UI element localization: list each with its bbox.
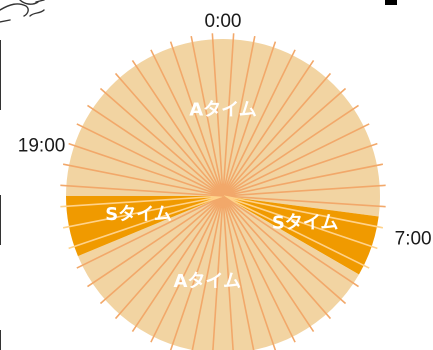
pie-spoke xyxy=(169,195,224,350)
pie-spoke xyxy=(191,195,224,350)
pie-spoke xyxy=(150,49,224,197)
pie-spoke xyxy=(222,195,234,350)
pie-spoke xyxy=(222,87,347,197)
pie-spoke xyxy=(114,72,224,197)
pie-spoke xyxy=(222,195,384,229)
pie-spoke xyxy=(68,142,224,197)
pie-spoke xyxy=(222,195,255,350)
pie-spoke xyxy=(222,163,384,197)
pie-spoke xyxy=(222,195,370,269)
pie-spoke xyxy=(99,195,224,305)
pie-spoke xyxy=(222,195,296,343)
pie-spoke xyxy=(222,41,277,197)
pie-spoke xyxy=(114,195,224,320)
pie-spoke xyxy=(222,33,235,197)
pie-slice xyxy=(66,196,223,257)
time-tick-labels: 0:00 7:00 19:00 xyxy=(18,11,432,250)
segment-label: Sタイム xyxy=(272,213,339,234)
pie-spoke xyxy=(222,195,359,288)
time-tick-label: 0:00 xyxy=(205,11,242,32)
pie-spoke xyxy=(60,184,224,197)
pie-spoke xyxy=(222,72,332,197)
pie-spoke xyxy=(222,60,315,197)
pie-spoke xyxy=(62,163,224,197)
pie-spoke xyxy=(222,195,386,208)
pie-spoke xyxy=(131,195,224,332)
pie-spoke xyxy=(212,195,224,350)
pie-spoke xyxy=(222,123,370,197)
segment-label: Aタイム xyxy=(189,100,257,121)
pie-spoke xyxy=(222,195,315,332)
pie-spoke xyxy=(222,195,347,305)
pie-spoke xyxy=(222,184,386,197)
pie-spoke xyxy=(87,195,224,288)
time-tick-label: 7:00 xyxy=(395,229,432,250)
pie-spoke xyxy=(99,87,224,197)
segment-labels: Aタイム Sタイム Aタイム Sタイム xyxy=(105,100,338,292)
pie-spoke xyxy=(222,195,332,320)
time-tick-label: 19:00 xyxy=(18,135,66,156)
pie-spoke xyxy=(169,41,224,197)
pie-spoke xyxy=(131,60,224,197)
corner-mark xyxy=(385,0,397,5)
pie-spoke xyxy=(190,35,224,197)
pie-spoke xyxy=(60,195,224,208)
pie-spoke xyxy=(76,123,224,197)
pie-spoke xyxy=(222,142,378,197)
pie-spoke xyxy=(222,195,277,350)
pie-spoke xyxy=(150,195,224,343)
pie-spoke xyxy=(76,195,224,269)
pie-spokes xyxy=(60,33,386,350)
pie-spoke xyxy=(211,33,224,197)
pie-slice xyxy=(66,39,380,217)
corner-illustration-icon xyxy=(0,0,45,23)
pie-spoke xyxy=(222,104,359,197)
pie-spoke xyxy=(222,49,296,197)
segment-label: Aタイム xyxy=(173,271,241,292)
pie-spoke xyxy=(68,195,224,250)
pie-spoke xyxy=(222,35,256,197)
pie-spoke xyxy=(87,104,224,197)
pie-spoke xyxy=(222,195,378,250)
segment-label: Sタイム xyxy=(105,204,172,225)
pie-spoke xyxy=(62,195,224,229)
